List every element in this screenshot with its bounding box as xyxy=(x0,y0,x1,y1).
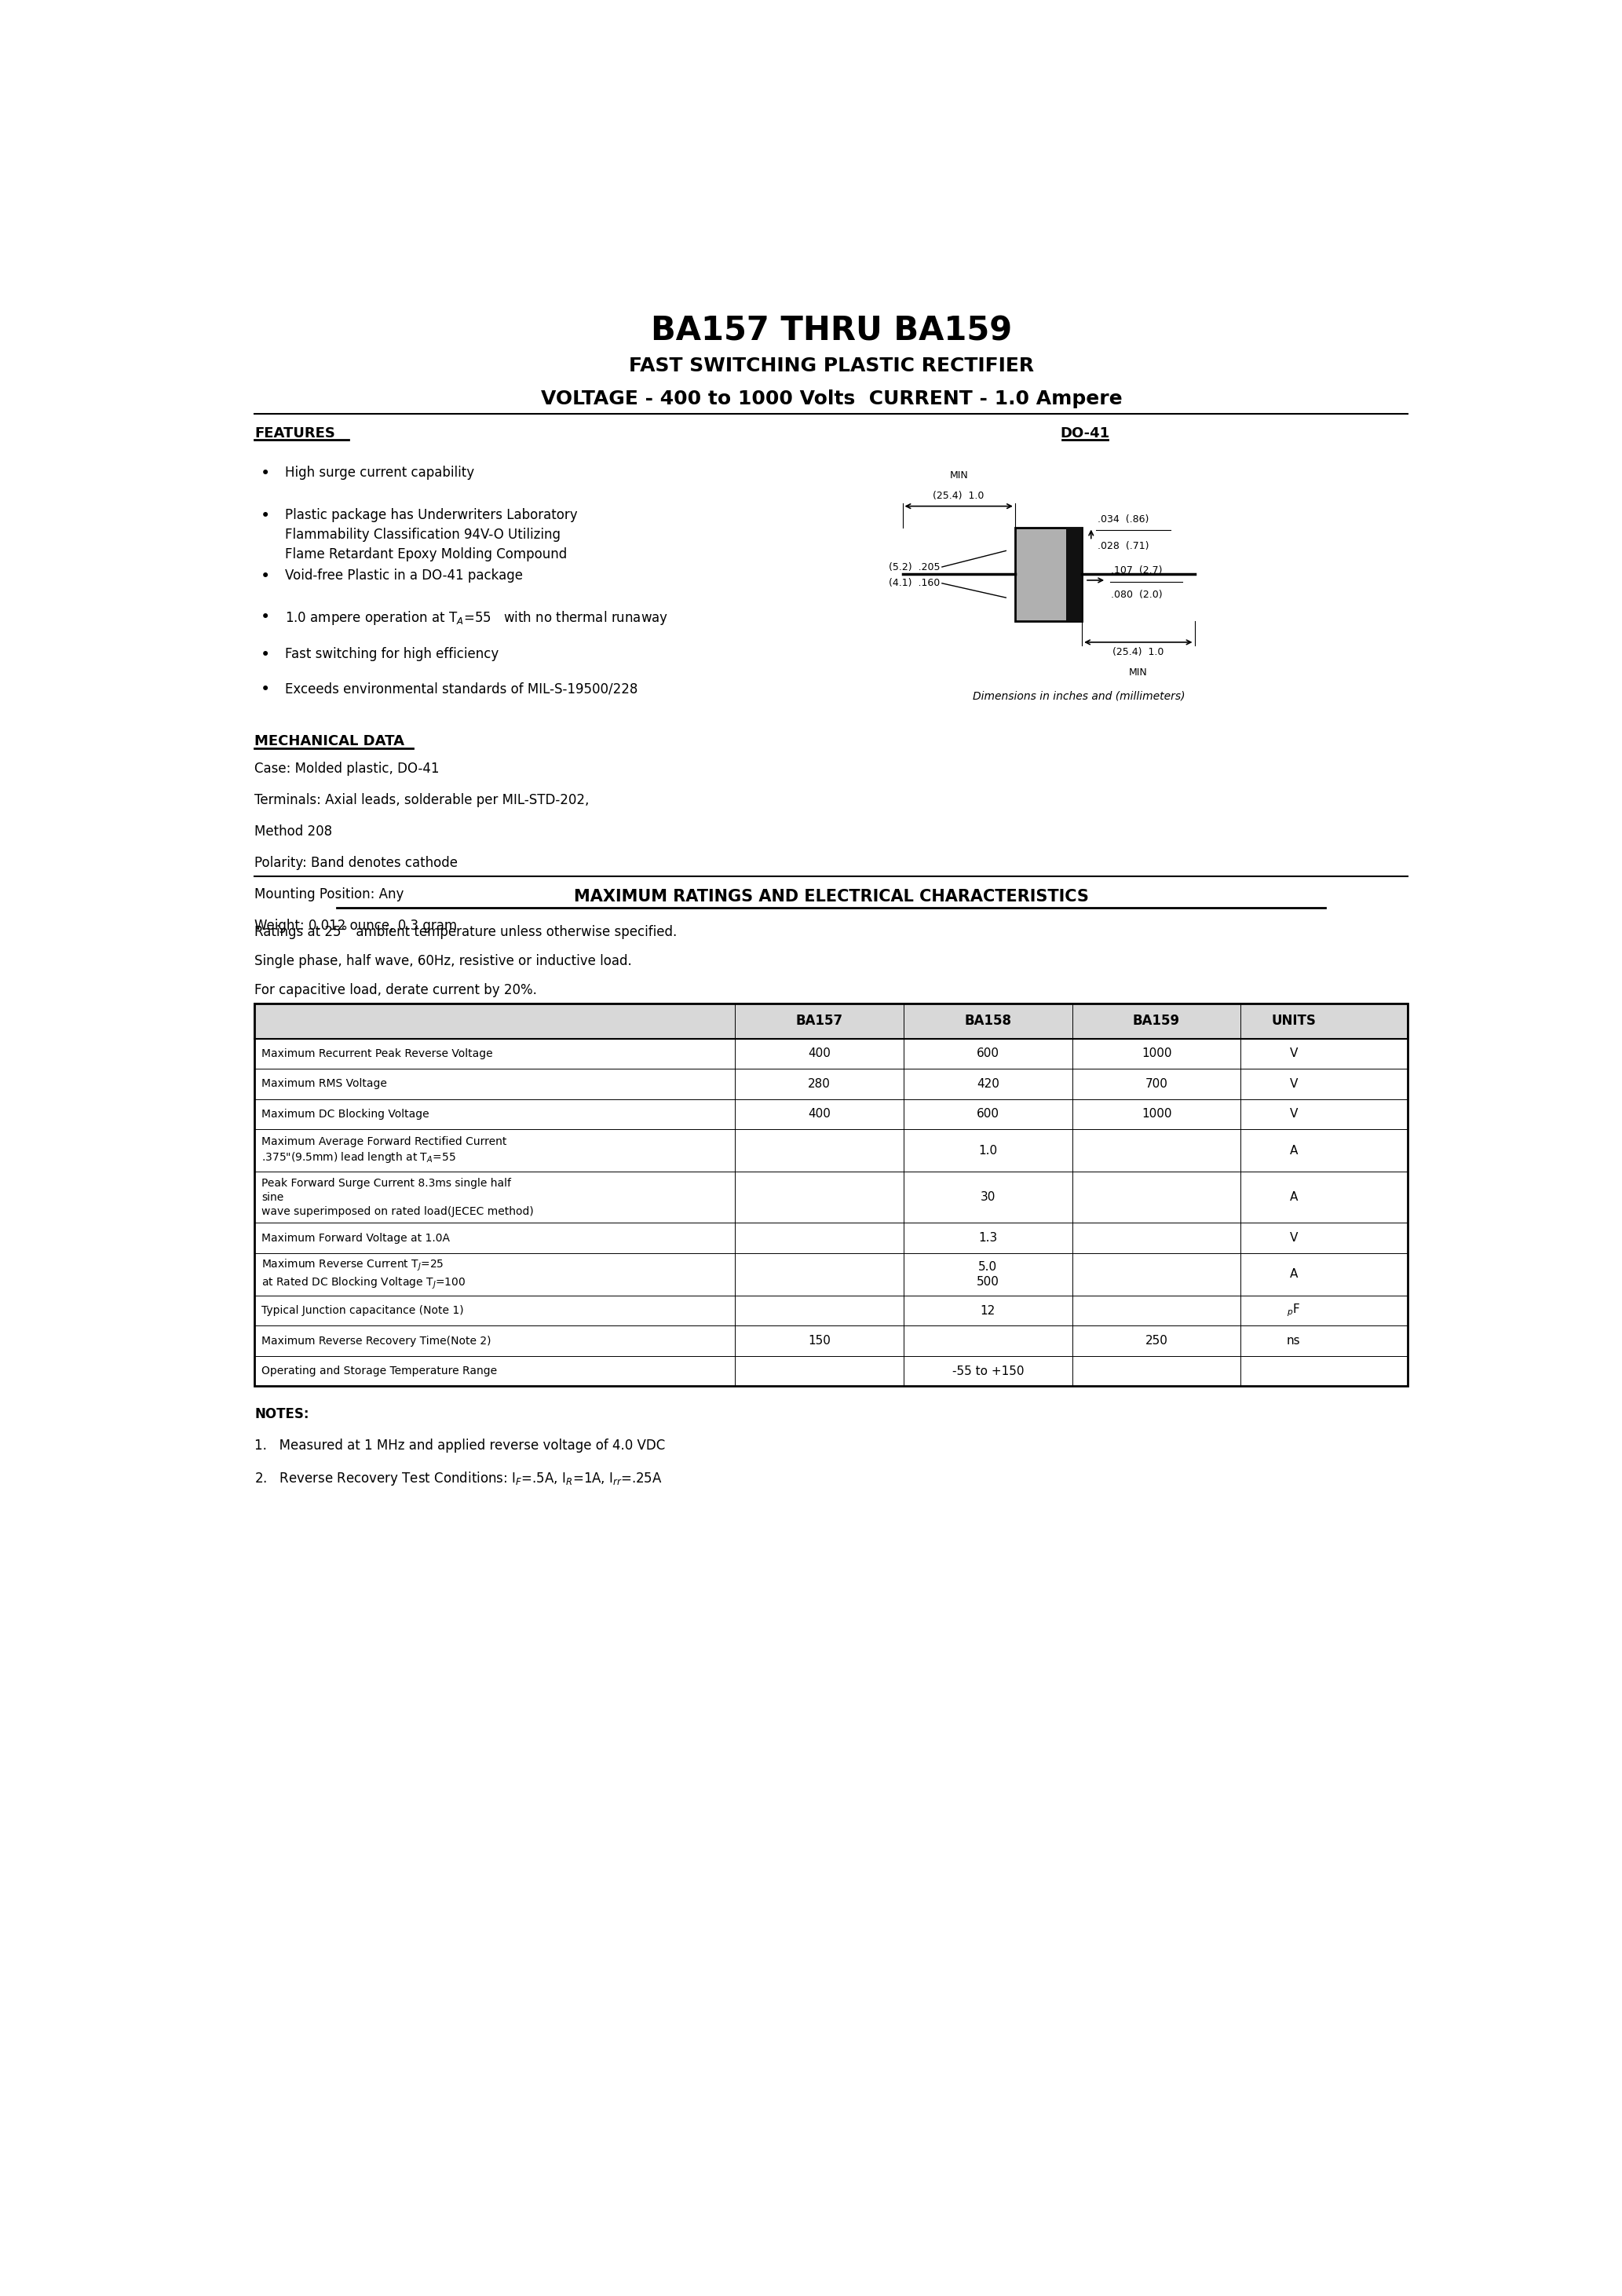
Text: Void-free Plastic in a DO-41 package: Void-free Plastic in a DO-41 package xyxy=(285,567,522,583)
Text: Maximum RMS Voltage: Maximum RMS Voltage xyxy=(261,1079,388,1088)
Text: $_p$F: $_p$F xyxy=(1286,1302,1301,1318)
Text: •: • xyxy=(261,682,271,698)
Text: A: A xyxy=(1289,1192,1298,1203)
Text: 1.0 ampere operation at T$_A$=55   with no thermal runaway: 1.0 ampere operation at T$_A$=55 with no… xyxy=(285,608,668,627)
Bar xyxy=(255,1224,1408,1254)
Text: Fast switching for high efficiency: Fast switching for high efficiency xyxy=(285,647,498,661)
Text: Mounting Position: Any: Mounting Position: Any xyxy=(255,886,404,902)
Text: A: A xyxy=(1289,1267,1298,1281)
Text: Maximum Average Forward Rectified Current
.375"(9.5mm) lead length at T$_A$=55: Maximum Average Forward Rectified Curren… xyxy=(261,1137,508,1164)
Bar xyxy=(255,1357,1408,1387)
Text: MIN: MIN xyxy=(1129,668,1147,677)
Text: FEATURES: FEATURES xyxy=(255,427,336,441)
Text: (25.4)  1.0: (25.4) 1.0 xyxy=(933,491,985,501)
Text: •: • xyxy=(261,608,271,625)
Text: BA159: BA159 xyxy=(1132,1015,1181,1029)
Text: 2.   Reverse Recovery Test Conditions: I$_F$=.5A, I$_R$=1A, I$_{rr}$=.25A: 2. Reverse Recovery Test Conditions: I$_… xyxy=(255,1469,662,1488)
Bar xyxy=(255,1325,1408,1357)
Text: (25.4)  1.0: (25.4) 1.0 xyxy=(1113,647,1165,657)
Text: Polarity: Band denotes cathode: Polarity: Band denotes cathode xyxy=(255,856,457,870)
Text: Maximum Reverse Current T$_J$=25
at Rated DC Blocking Voltage T$_J$=100: Maximum Reverse Current T$_J$=25 at Rate… xyxy=(261,1258,466,1290)
Text: Maximum Recurrent Peak Reverse Voltage: Maximum Recurrent Peak Reverse Voltage xyxy=(261,1049,493,1058)
Text: DO-41: DO-41 xyxy=(1061,427,1109,441)
Text: Terminals: Axial leads, solderable per MIL-STD-202,: Terminals: Axial leads, solderable per M… xyxy=(255,792,589,808)
Text: Exceeds environmental standards of MIL-S-19500/228: Exceeds environmental standards of MIL-S… xyxy=(285,682,637,696)
Text: ns: ns xyxy=(1286,1334,1301,1348)
Bar xyxy=(255,1295,1408,1325)
Text: High surge current capability: High surge current capability xyxy=(285,466,474,480)
Text: FAST SWITCHING PLASTIC RECTIFIER: FAST SWITCHING PLASTIC RECTIFIER xyxy=(629,356,1033,374)
Text: Maximum Reverse Recovery Time(Note 2): Maximum Reverse Recovery Time(Note 2) xyxy=(261,1336,491,1345)
Text: Case: Molded plastic, DO-41: Case: Molded plastic, DO-41 xyxy=(255,762,440,776)
Text: VOLTAGE - 400 to 1000 Volts  CURRENT - 1.0 Ampere: VOLTAGE - 400 to 1000 Volts CURRENT - 1.… xyxy=(540,390,1122,409)
Text: 150: 150 xyxy=(808,1334,830,1348)
Text: A: A xyxy=(1289,1143,1298,1157)
Text: BA158: BA158 xyxy=(965,1015,1012,1029)
Text: 400: 400 xyxy=(808,1109,830,1120)
Text: Operating and Storage Temperature Range: Operating and Storage Temperature Range xyxy=(261,1366,498,1378)
Text: UNITS: UNITS xyxy=(1272,1015,1315,1029)
Bar xyxy=(255,1100,1408,1130)
Bar xyxy=(1015,528,1082,620)
Text: 1000: 1000 xyxy=(1142,1109,1171,1120)
Text: .028  (.71): .028 (.71) xyxy=(1096,540,1148,551)
Bar xyxy=(1066,528,1082,620)
Text: (5.2)  .205: (5.2) .205 xyxy=(889,563,941,572)
Text: V: V xyxy=(1289,1233,1298,1244)
Text: Ratings at 25°  ambient temperature unless otherwise specified.: Ratings at 25° ambient temperature unles… xyxy=(255,925,676,939)
Text: •: • xyxy=(261,647,271,664)
Text: MIN: MIN xyxy=(949,471,968,480)
Text: 600: 600 xyxy=(976,1109,999,1120)
Text: (4.1)  .160: (4.1) .160 xyxy=(889,579,941,588)
Text: MECHANICAL DATA: MECHANICAL DATA xyxy=(255,735,404,748)
Text: For capacitive load, derate current by 20%.: For capacitive load, derate current by 2… xyxy=(255,983,537,996)
Text: 280: 280 xyxy=(808,1079,830,1091)
Text: •: • xyxy=(261,507,271,523)
Text: 1000: 1000 xyxy=(1142,1047,1171,1058)
Text: 600: 600 xyxy=(976,1047,999,1058)
Bar xyxy=(255,1038,1408,1068)
Text: Dimensions in inches and (millimeters): Dimensions in inches and (millimeters) xyxy=(973,691,1186,703)
Text: .034  (.86): .034 (.86) xyxy=(1096,514,1148,523)
Text: 1.0: 1.0 xyxy=(978,1143,998,1157)
Bar xyxy=(255,1254,1408,1295)
Text: •: • xyxy=(261,466,271,482)
Text: V: V xyxy=(1289,1079,1298,1091)
Text: 250: 250 xyxy=(1145,1334,1168,1348)
Text: 400: 400 xyxy=(808,1047,830,1058)
Text: V: V xyxy=(1289,1109,1298,1120)
Text: •: • xyxy=(261,567,271,583)
Text: Weight: 0.012 ounce, 0.3 gram: Weight: 0.012 ounce, 0.3 gram xyxy=(255,918,457,932)
Text: -55 to +150: -55 to +150 xyxy=(952,1366,1023,1378)
Text: Plastic package has Underwriters Laboratory
Flammability Classification 94V-O Ut: Plastic package has Underwriters Laborat… xyxy=(285,507,577,560)
Text: 30: 30 xyxy=(980,1192,996,1203)
Bar xyxy=(255,1003,1408,1387)
Text: 1.   Measured at 1 MHz and applied reverse voltage of 4.0 VDC: 1. Measured at 1 MHz and applied reverse… xyxy=(255,1440,665,1453)
Text: BA157 THRU BA159: BA157 THRU BA159 xyxy=(650,315,1012,347)
Bar xyxy=(255,1171,1408,1224)
Text: 5.0
500: 5.0 500 xyxy=(976,1261,999,1288)
Text: BA157: BA157 xyxy=(796,1015,843,1029)
Text: Maximum DC Blocking Voltage: Maximum DC Blocking Voltage xyxy=(261,1109,430,1120)
Text: 12: 12 xyxy=(980,1304,996,1316)
Text: Method 208: Method 208 xyxy=(255,824,333,838)
Text: Single phase, half wave, 60Hz, resistive or inductive load.: Single phase, half wave, 60Hz, resistive… xyxy=(255,953,633,969)
Text: 420: 420 xyxy=(976,1079,999,1091)
Text: Peak Forward Surge Current 8.3ms single half
sine
wave superimposed on rated loa: Peak Forward Surge Current 8.3ms single … xyxy=(261,1178,534,1217)
Text: NOTES:: NOTES: xyxy=(255,1407,310,1421)
Text: .107  (2.7): .107 (2.7) xyxy=(1111,565,1163,576)
Text: 1.3: 1.3 xyxy=(978,1233,998,1244)
Bar xyxy=(255,1068,1408,1100)
Bar xyxy=(255,1130,1408,1171)
Text: MAXIMUM RATINGS AND ELECTRICAL CHARACTERISTICS: MAXIMUM RATINGS AND ELECTRICAL CHARACTER… xyxy=(574,889,1088,905)
Bar xyxy=(255,1003,1408,1038)
Text: Maximum Forward Voltage at 1.0A: Maximum Forward Voltage at 1.0A xyxy=(261,1233,451,1244)
Text: .080  (2.0): .080 (2.0) xyxy=(1111,590,1163,599)
Text: V: V xyxy=(1289,1047,1298,1058)
Text: 700: 700 xyxy=(1145,1079,1168,1091)
Text: Typical Junction capacitance (Note 1): Typical Junction capacitance (Note 1) xyxy=(261,1304,464,1316)
